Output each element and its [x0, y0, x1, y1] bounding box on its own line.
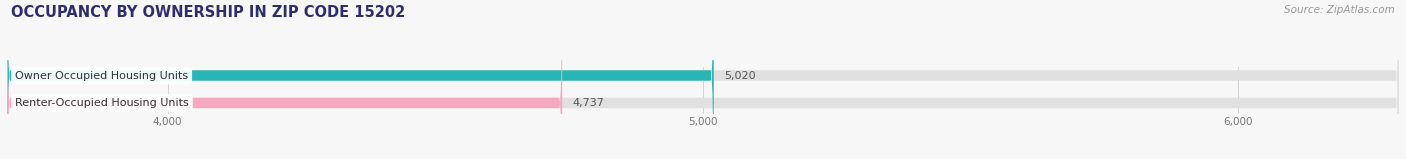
FancyBboxPatch shape: [7, 0, 1399, 159]
FancyBboxPatch shape: [7, 0, 562, 159]
Text: Source: ZipAtlas.com: Source: ZipAtlas.com: [1284, 5, 1395, 15]
Text: OCCUPANCY BY OWNERSHIP IN ZIP CODE 15202: OCCUPANCY BY OWNERSHIP IN ZIP CODE 15202: [11, 5, 405, 20]
FancyBboxPatch shape: [7, 0, 1399, 159]
FancyBboxPatch shape: [7, 0, 714, 159]
Text: 5,020: 5,020: [724, 70, 756, 80]
Text: 4,737: 4,737: [572, 98, 605, 108]
Text: Owner Occupied Housing Units: Owner Occupied Housing Units: [15, 70, 188, 80]
Text: Renter-Occupied Housing Units: Renter-Occupied Housing Units: [15, 98, 188, 108]
